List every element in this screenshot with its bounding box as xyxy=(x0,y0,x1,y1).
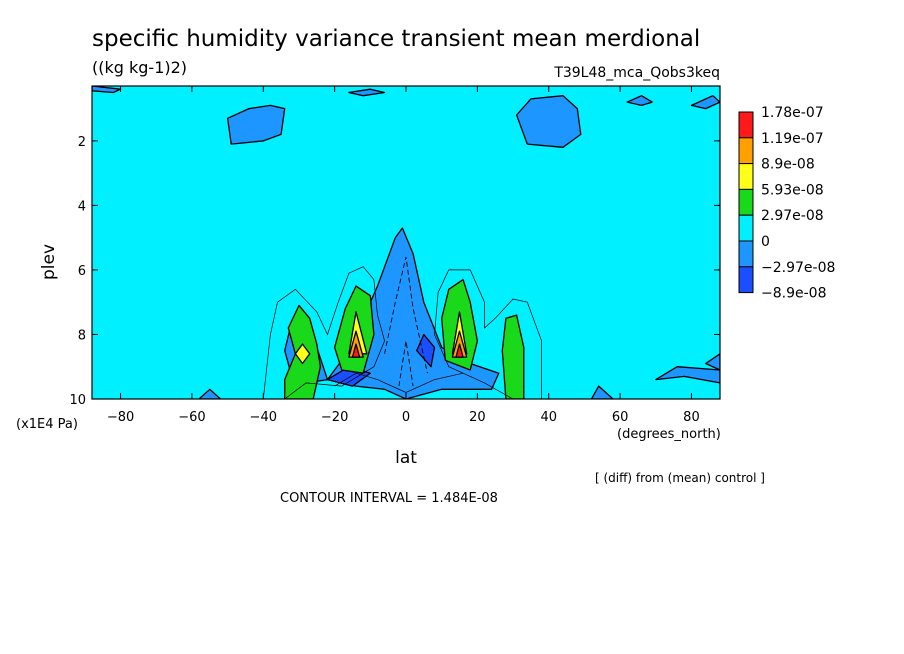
legend-swatch-5 xyxy=(738,240,754,268)
legend-swatch-0 xyxy=(738,111,754,139)
contour-line-2 xyxy=(334,372,464,393)
legend-swatch-3 xyxy=(738,188,754,216)
contour-region-negative-1 xyxy=(226,104,286,145)
y-axis-units: (x1E4 Pa) xyxy=(16,417,78,432)
chart-title: specific humidity variance transient mea… xyxy=(92,26,700,52)
legend-label-6: −2.97e-08 xyxy=(761,260,835,276)
chart-units: ((kg kg-1)2) xyxy=(92,58,187,77)
y-tick-label-0: 2 xyxy=(78,135,86,150)
x-tick-label-1: −60 xyxy=(178,410,205,425)
x-tick-label-0: −80 xyxy=(107,410,134,425)
contour-region-max-23 xyxy=(351,343,361,358)
contour-region-max-24 xyxy=(455,343,464,358)
contour-region-negative-5 xyxy=(690,95,720,110)
negative-contour-line-1 xyxy=(398,340,414,387)
legend-label-3: 5.93e-08 xyxy=(761,182,824,198)
x-tick-label-3: −20 xyxy=(321,410,348,425)
color-legend: 1.78e-07 1.19e-07 8.9e-08 5.93e-08 2.97e-08 0… xyxy=(738,105,835,302)
negative-contour-line-0 xyxy=(384,256,428,374)
contour-region-negative-8 xyxy=(198,388,222,399)
plot-area: −80 −60 −40 −20 0 20 40 60 80 2 4 6 8 10 xyxy=(69,85,721,425)
contour-line-0 xyxy=(262,266,385,399)
legend-swatch-6 xyxy=(738,266,754,294)
legend-label-0: 1.78e-07 xyxy=(761,105,824,121)
x-tick-label-6: 40 xyxy=(540,410,557,425)
contour-line-1 xyxy=(434,269,542,399)
y-tick-label-2: 6 xyxy=(78,264,86,279)
x-axis-units: (degrees_north) xyxy=(617,427,721,442)
legend-label-4: 2.97e-08 xyxy=(761,208,824,224)
contour-region-positive-17 xyxy=(501,314,525,399)
contour-interval: CONTOUR INTERVAL = 1.484E-08 xyxy=(280,491,498,506)
diff-annotation: [ (diff) from (mean) control ] xyxy=(595,471,765,485)
legend-swatch-4 xyxy=(738,214,754,242)
legend-label-1: 1.19e-07 xyxy=(761,131,824,147)
x-tick-label-5: 20 xyxy=(469,410,486,425)
legend-label-2: 8.9e-08 xyxy=(761,157,815,173)
contour-region-negative-9 xyxy=(590,385,614,399)
y-tick-label-1: 4 xyxy=(78,199,86,214)
experiment-label: T39L48_mca_Qobs3keq xyxy=(553,65,720,81)
y-axis-label: plev xyxy=(39,244,59,280)
x-axis-label: lat xyxy=(395,448,417,468)
contour-region-negative-7 xyxy=(705,353,720,371)
legend-swatch-2 xyxy=(738,163,754,190)
legend-label-7: −8.9e-08 xyxy=(761,286,826,302)
x-tick-label-4: 0 xyxy=(402,410,410,425)
contour-region-negative-4 xyxy=(626,95,653,107)
contour-region-negative-6 xyxy=(655,366,720,384)
contour-region-strong-negative-13 xyxy=(416,333,436,368)
contour-region-negative-3 xyxy=(515,95,582,148)
x-tick-label-2: −40 xyxy=(250,410,277,425)
legend-swatch-1 xyxy=(738,137,754,165)
legend-label-5: 0 xyxy=(761,234,770,250)
y-tick-label-4: 10 xyxy=(69,393,86,408)
x-tick-label-7: 60 xyxy=(612,410,629,425)
x-tick-label-8: 80 xyxy=(683,410,700,425)
contour-region-negative-2 xyxy=(348,88,386,97)
y-tick-label-3: 8 xyxy=(78,328,86,343)
contour-region-negative-0 xyxy=(92,86,122,94)
contour-region-moderate-18 xyxy=(294,343,311,365)
